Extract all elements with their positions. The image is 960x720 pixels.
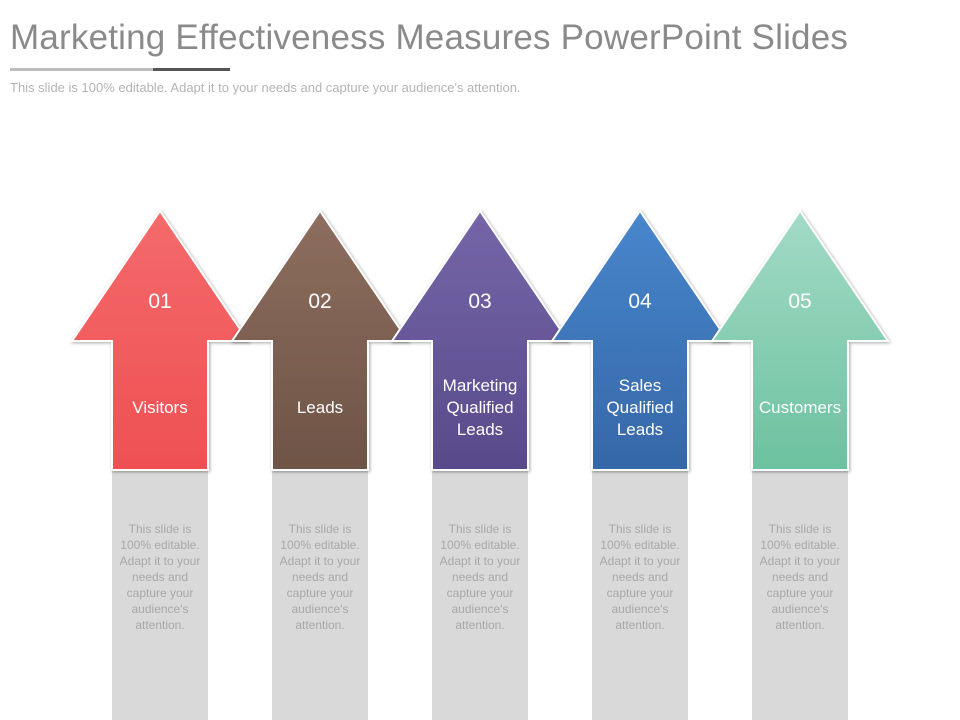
arrow-stem-gray — [752, 470, 848, 720]
step-5-label: Customers — [758, 398, 842, 417]
arrow-head — [710, 209, 890, 471]
arrow-step-1-shape — [70, 209, 250, 720]
title-underline-gray — [10, 68, 153, 71]
arrow-stem-gray — [592, 470, 688, 720]
arrow-stem-gray — [272, 470, 368, 720]
arrow-step-4: 04 Sales Qualified Leads This slide is 1… — [550, 205, 730, 720]
page-title: Marketing Effectiveness Measures PowerPo… — [10, 18, 849, 57]
step-5-description: This slide is 100% editable. Adapt it to… — [759, 522, 841, 632]
arrow-step-3-shape — [390, 209, 570, 720]
arrow-step-4-shape — [550, 209, 730, 720]
arrow-stem-gray — [112, 470, 208, 720]
arrow-step-2-shape — [230, 209, 410, 720]
step-1-description: This slide is 100% editable. Adapt it to… — [119, 522, 201, 632]
step-1-label: Visitors — [132, 398, 188, 417]
step-3-label: Marketing Qualified Leads — [442, 376, 518, 439]
step-2-description: This slide is 100% editable. Adapt it to… — [279, 522, 361, 632]
step-4-label: Sales Qualified Leads — [606, 376, 674, 439]
arrow-stem-gray — [432, 470, 528, 720]
step-5-number: 05 — [788, 290, 812, 313]
title-underline-dark — [153, 68, 230, 71]
step-2-number: 02 — [308, 290, 332, 313]
arrow-step-2: 02 Leads This slide is 100% editable. Ad… — [230, 205, 410, 720]
step-2-label: Leads — [296, 398, 344, 417]
step-1-number: 01 — [148, 290, 172, 313]
step-4-description: This slide is 100% editable. Adapt it to… — [599, 522, 681, 632]
step-3-number: 03 — [468, 290, 492, 313]
page-subtitle: This slide is 100% editable. Adapt it to… — [10, 80, 521, 95]
arrow-step-3: 03 Marketing Qualified Leads This slide … — [390, 205, 570, 720]
step-4-number: 04 — [628, 290, 652, 313]
step-3-description: This slide is 100% editable. Adapt it to… — [439, 522, 521, 632]
arrow-step-5-shape — [710, 209, 890, 720]
arrow-step-1: 01 Visitors This slide is 100% editable.… — [70, 205, 250, 720]
arrow-step-5: 05 Customers This slide is 100% editable… — [710, 205, 890, 720]
